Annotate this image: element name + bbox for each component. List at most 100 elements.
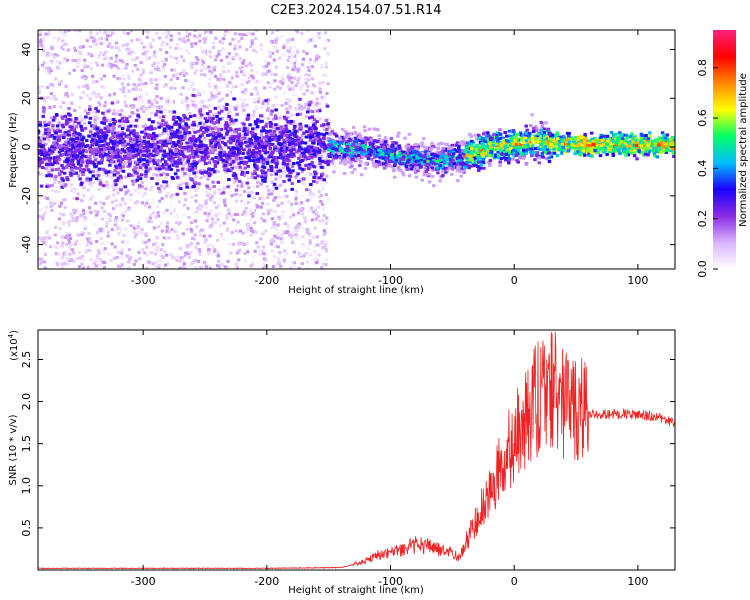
spectrogram-cell <box>363 129 367 133</box>
spectrogram-cell <box>235 103 239 107</box>
spectrogram-cell <box>289 202 294 206</box>
spectrogram-cell <box>159 145 164 149</box>
spectrogram-cell <box>145 240 149 244</box>
spectrogram-cell <box>229 251 233 255</box>
spectrogram-cell <box>143 203 147 207</box>
spectrogram-cell <box>312 235 316 239</box>
spectrogram-cell <box>587 152 591 156</box>
spectrogram-cell <box>118 77 122 81</box>
spectrogram-cell <box>232 263 237 267</box>
spectrogram-cell <box>51 127 55 131</box>
spectrogram-cell <box>213 139 218 143</box>
spectrogram-cell <box>222 186 226 190</box>
spectrogram-cell <box>672 139 675 143</box>
spectrogram-cell <box>563 151 567 155</box>
spectrogram-cell <box>253 176 257 180</box>
spectrogram-cell <box>117 226 121 230</box>
spectrogram-cell <box>185 185 189 189</box>
spectrogram-cell <box>109 175 113 179</box>
spectrogram-cell <box>186 206 190 210</box>
spectrogram-cell <box>204 36 208 40</box>
spectrogram-cell <box>74 59 78 63</box>
spectrogram-cell <box>112 188 116 192</box>
spectrogram-cell <box>67 245 72 249</box>
spectrogram-cell <box>294 195 298 199</box>
spectrogram-cell <box>165 50 169 54</box>
spectrogram-cell <box>63 149 68 153</box>
spectrogram-cell <box>148 205 152 209</box>
spectrogram-cell <box>253 160 258 164</box>
spectrogram-cell <box>103 104 107 108</box>
spectrogram-cell <box>300 147 304 151</box>
spectrogram-cell <box>345 153 349 157</box>
spectrogram-cell <box>189 221 194 225</box>
spectrogram-cell <box>53 53 57 57</box>
spectrogram-cell <box>298 159 303 163</box>
spectrogram-cell <box>164 83 168 87</box>
spectrogram-cell <box>546 142 550 146</box>
spectrogram-cell <box>390 160 395 164</box>
spectrogram-cell <box>179 182 183 186</box>
spectrogram-cell <box>241 90 245 94</box>
spectrogram-cell <box>322 229 326 233</box>
spectrogram-cell <box>70 248 74 252</box>
spectrogram-cell <box>187 243 191 247</box>
spectrogram-cell <box>47 236 52 240</box>
spectrogram-cell <box>268 85 272 89</box>
spectrogram-cell <box>382 166 387 170</box>
spectrogram-cell <box>475 160 480 164</box>
spectrogram-cell <box>203 73 207 77</box>
spectrogram-cell <box>105 184 110 188</box>
spectrogram-cell <box>45 230 49 234</box>
spectrogram-cell <box>319 177 324 181</box>
spectrogram-cell <box>141 68 146 72</box>
spectrogram-cell <box>243 259 248 263</box>
spectrogram-cell <box>76 65 80 68</box>
spectrogram-cell <box>106 49 111 53</box>
spectrogram-cell <box>107 241 112 245</box>
spectrogram-cell <box>510 145 514 149</box>
spectrogram-cell <box>253 147 258 151</box>
spectrogram-cell <box>229 214 233 218</box>
spectrogram-cell <box>369 137 373 141</box>
spectrogram-cell <box>431 154 435 158</box>
spectrogram-cell <box>256 92 260 96</box>
spectrogram-cell <box>145 253 150 257</box>
spectrogram-cell <box>161 119 165 123</box>
spectrogram-cell <box>294 84 298 88</box>
spectrogram-cell <box>141 168 145 172</box>
spectrogram-cell <box>356 154 361 158</box>
spectrogram-cell <box>233 47 237 51</box>
spectrogram-cell <box>312 194 316 198</box>
spectrogram-cell <box>215 95 219 99</box>
spectrogram-cell <box>67 224 72 228</box>
spectrogram-cell <box>161 123 166 127</box>
spectrogram-cell <box>269 173 274 177</box>
spectrogram-cell <box>192 155 196 159</box>
spectrogram-cell <box>299 85 304 89</box>
spectrogram-cell <box>71 122 75 126</box>
spectrogram-cell <box>242 242 246 246</box>
spectrogram-cell <box>425 148 429 152</box>
spectrogram-cell <box>154 113 158 117</box>
spectrogram-cell <box>98 258 102 262</box>
spectrogram-cell <box>135 171 139 175</box>
spectrogram-cell <box>306 30 310 32</box>
spectrogram-cell <box>49 92 53 96</box>
spectrogram-cell <box>233 106 237 110</box>
spectrogram-cell <box>240 133 244 137</box>
spectrogram-cell <box>289 161 293 165</box>
spectrogram-cell <box>64 84 68 88</box>
spectrogram-cell <box>148 42 152 46</box>
spectrogram-cell <box>65 234 69 238</box>
spectrogram-cell <box>195 61 199 65</box>
spectrogram-cell <box>100 217 104 221</box>
spectrogram-cell <box>99 128 103 132</box>
spectrogram-cell <box>89 31 93 35</box>
spectrogram-cell <box>267 192 271 196</box>
spectrogram-cell <box>127 248 131 252</box>
spectrogram-cell <box>287 50 291 54</box>
spectrogram-cell <box>242 189 247 193</box>
spectrogram-cell <box>259 79 263 83</box>
spectrogram-cell <box>152 62 156 66</box>
